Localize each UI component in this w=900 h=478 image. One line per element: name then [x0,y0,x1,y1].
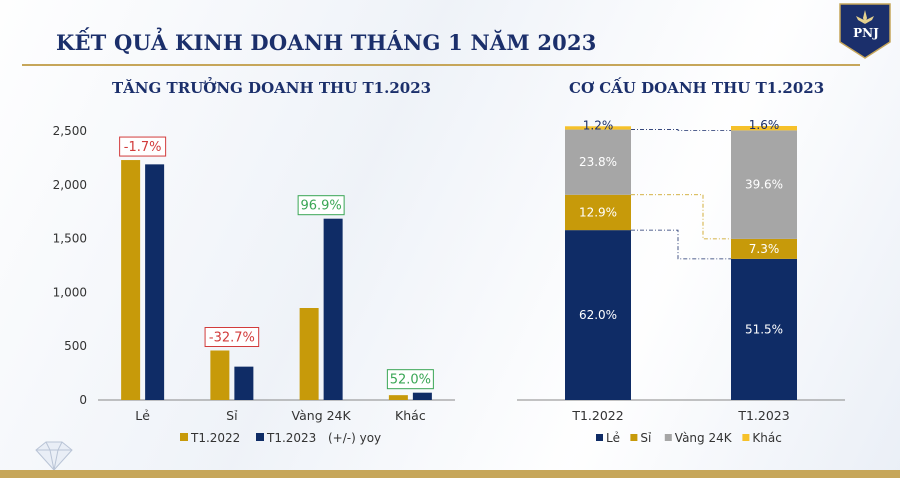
yoy-label: -1.7% [124,140,162,155]
stack-segment-vàng-24k [731,130,797,239]
legend-label-right: Khác [752,431,781,445]
segment-label: 62.0% [579,308,617,322]
x-tick-label: Lẻ [135,408,150,423]
pnj-logo-text: PNJ [853,26,879,40]
stack-segment-lẻ [731,258,797,400]
segment-label: 39.6% [745,178,783,192]
legend-swatch-right [596,434,603,441]
legend-label: T1.2022 [190,431,240,445]
legend-swatch [180,433,188,441]
bar-t1-2022 [210,350,230,400]
legend-label-right: Vàng 24K [675,431,733,445]
y-tick-label: 2,000 [53,178,87,192]
y-tick-label: 2,500 [53,124,87,138]
connector-line [631,229,731,260]
legend-swatch-right [742,434,750,441]
bar-t1-2023 [323,218,343,400]
x-tick-label-right: T1.2022 [571,408,623,423]
segment-label: 1.2% [583,118,614,132]
title-divider [22,64,860,66]
legend-label-right: Sỉ [640,431,652,445]
legend-label: T1.2023 [266,431,316,445]
slide-title: KẾT QUẢ KINH DOANH THÁNG 1 NĂM 2023 [56,30,597,55]
growth-chart-title: TĂNG TRƯỞNG DOANH THU T1.2023 [112,79,432,97]
legend-swatch [256,433,264,441]
connector-line [631,194,731,240]
stack-segment-lẻ [565,230,631,400]
bar-t1-2023 [412,392,432,400]
stack-segment-sỉ [565,194,631,231]
bar-t1-2022 [388,395,408,400]
x-tick-label: Sỉ [226,408,238,423]
stack-segment-vàng-24k [565,129,631,195]
stack-segment-sỉ [731,238,797,259]
legend-label-yoy: (+/-) yoy [328,431,381,445]
y-tick-label: 500 [64,339,87,353]
legend-label-right: Lẻ [606,431,620,445]
structure-chart-title: CƠ CẤU DOANH THU T1.2023 [569,79,825,97]
yoy-label: 96.9% [300,199,341,214]
segment-label: 1.6% [749,118,780,132]
segment-label: 7.3% [749,242,780,256]
x-tick-label: Vàng 24K [292,408,352,423]
bar-t1-2023 [145,164,165,400]
legend-swatch-right [664,434,672,441]
yoy-label: -32.7% [209,331,255,346]
bottom-divider [0,470,900,478]
yoy-badge [297,195,345,216]
x-tick-label-right: T1.2023 [737,408,789,423]
yoy-label: 52.0% [390,373,431,388]
stack-segment-khác [731,126,797,131]
legend-swatch-right [630,434,638,441]
connector-line [631,129,731,131]
segment-label: 23.8% [579,155,617,169]
y-tick-label: 1,000 [53,285,87,299]
pnj-logo-icon [839,3,891,59]
segment-label: 12.9% [579,205,617,219]
bar-t1-2023 [234,366,254,400]
yoy-badge [204,327,260,348]
x-tick-label: Khác [395,408,426,423]
yoy-badge [119,136,167,157]
stack-segment-khác [565,126,631,130]
bar-t1-2022 [299,308,319,400]
y-tick-label: 1,500 [53,232,87,246]
yoy-badge [386,369,434,390]
bar-t1-2022 [121,160,141,400]
y-tick-label: 0 [79,393,87,407]
diamond-decoration-icon [35,441,73,471]
segment-label: 51.5% [745,322,783,336]
